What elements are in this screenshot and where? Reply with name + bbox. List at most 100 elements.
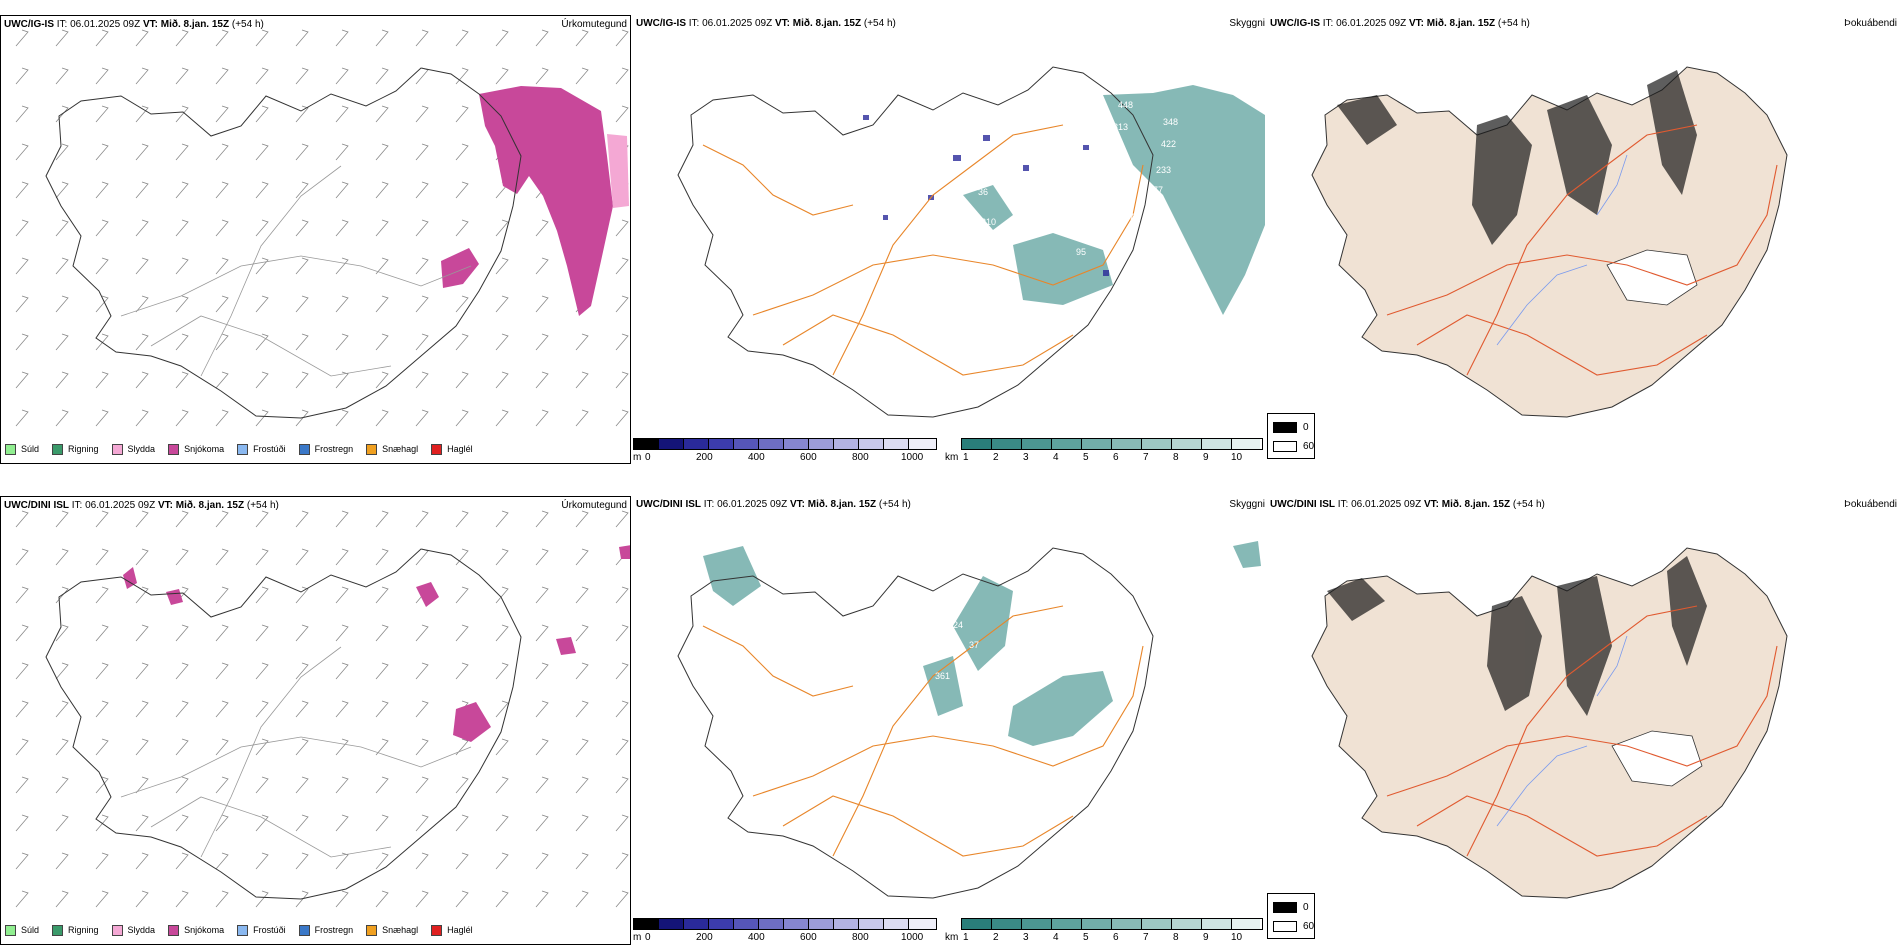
wind-barb <box>375 852 389 870</box>
legend-swatch <box>52 443 64 455</box>
wind-barb <box>175 510 189 528</box>
wind-barb <box>255 181 269 199</box>
fog-legend-top: 0 60 <box>1267 413 1315 459</box>
wind-barb <box>615 105 629 123</box>
wind-barb <box>95 662 109 680</box>
wind-barb <box>15 814 29 832</box>
ceiling-cells <box>633 438 937 450</box>
ceiling-label: 267 <box>1119 212 1134 222</box>
wind-barb <box>335 548 349 566</box>
wind-barb <box>295 29 309 47</box>
wind-barb <box>295 510 309 528</box>
it-label: IT: <box>56 19 68 30</box>
wind-barb <box>295 295 309 313</box>
wind-barb <box>615 409 629 427</box>
panel-title: Þokuábendi <box>1844 18 1897 29</box>
wind-barb <box>95 890 109 908</box>
fog-label-high: 0 <box>1303 902 1309 913</box>
wind-barb <box>615 295 629 313</box>
wind-barb <box>335 409 349 427</box>
wind-barb <box>415 143 429 161</box>
legend-swatch <box>366 924 378 936</box>
legend-item: Snæhagl <box>366 922 418 938</box>
wind-barb <box>375 890 389 908</box>
wind-barb <box>575 700 589 718</box>
wind-barb <box>535 333 549 351</box>
wind-barb <box>415 333 429 351</box>
wind-barb <box>495 409 509 427</box>
roads-orange <box>702 124 1144 376</box>
legend-item: Rigning <box>52 922 99 938</box>
wind-barb <box>215 409 229 427</box>
wind-barb <box>175 662 189 680</box>
wind-barb <box>535 624 549 642</box>
ceiling-labels: 24 37 361 31 27 219 <box>918 620 1113 748</box>
ceiling-tick: 1000 <box>901 932 924 943</box>
wind-barb <box>495 333 509 351</box>
legend-swatch <box>298 443 310 455</box>
wind-barb <box>575 29 589 47</box>
it-label: IT: <box>688 18 700 29</box>
visibility-tick: 4 <box>1053 932 1059 943</box>
visibility-tick: 10 <box>1231 932 1243 943</box>
wind-barb <box>215 257 229 275</box>
wind-barb <box>95 333 109 351</box>
wind-barb <box>55 852 69 870</box>
cloud-map-bottom: 24 37 361 31 27 219 <box>677 541 1261 899</box>
wind-barb <box>95 814 109 832</box>
wind-barb <box>255 814 269 832</box>
legend-swatch <box>366 443 378 455</box>
wind-barb <box>295 624 309 642</box>
wind-barb <box>55 890 69 908</box>
wind-barb <box>455 143 469 161</box>
vt-value: Mið. 8.jan. 15Z <box>175 500 245 511</box>
wind-barb <box>335 890 349 908</box>
wind-barb <box>95 852 109 870</box>
wind-barb <box>415 295 429 313</box>
wind-barb <box>175 700 189 718</box>
wind-barb <box>95 371 109 389</box>
wind-barb <box>495 295 509 313</box>
wind-barb <box>575 624 589 642</box>
wind-barb <box>135 852 149 870</box>
wind-barb <box>15 181 29 199</box>
wind-barb <box>15 624 29 642</box>
wind-barb <box>495 776 509 794</box>
wind-barb <box>255 409 269 427</box>
fog-map-bottom <box>1311 547 1788 899</box>
legend-item: Snæhagl <box>366 441 418 457</box>
vt-value: Mið. 8.jan. 15Z <box>792 18 862 29</box>
panel-title: Þokuábendi <box>1844 499 1897 510</box>
visibility-tick: 6 <box>1113 932 1119 943</box>
ceiling-label: 313 <box>1113 122 1128 132</box>
wind-barb <box>215 371 229 389</box>
cloud-visibility-panel-bottom: 24 37 361 31 27 219 UWC/DINI ISL IT: 06.01.20… <box>633 496 1265 945</box>
wind-barb <box>335 181 349 199</box>
legend-item: Snjókoma <box>168 922 224 938</box>
wind-barb <box>15 257 29 275</box>
wind-barb <box>175 890 189 908</box>
ceiling-labels: 448 313 348 422 233 77 267 147 95 36 210 <box>978 100 1178 257</box>
wind-barb <box>375 295 389 313</box>
wind-barb <box>215 67 229 85</box>
wind-barb <box>415 624 429 642</box>
wind-barb <box>495 510 509 528</box>
wind-barbs <box>15 510 629 908</box>
wind-barb <box>495 371 509 389</box>
wind-barb <box>15 700 29 718</box>
wind-barb <box>55 371 69 389</box>
wind-barb <box>495 219 509 237</box>
vt-value: Mið. 8.jan. 15Z <box>160 19 230 30</box>
ceiling-tick: 200 <box>696 932 713 943</box>
wind-barb <box>175 143 189 161</box>
panel-header: UWC/IG-IS IT: 06.01.2025 09Z VT: Mið. 8.… <box>4 19 264 30</box>
ceiling-tick: 600 <box>800 932 817 943</box>
wind-barb <box>55 624 69 642</box>
wind-barb <box>135 257 149 275</box>
wind-barb <box>335 738 349 756</box>
ceiling-label: 219 <box>1071 738 1086 748</box>
wind-barb <box>175 67 189 85</box>
wind-barb <box>175 371 189 389</box>
ceiling-label: 37 <box>969 640 979 650</box>
wind-barb <box>175 814 189 832</box>
